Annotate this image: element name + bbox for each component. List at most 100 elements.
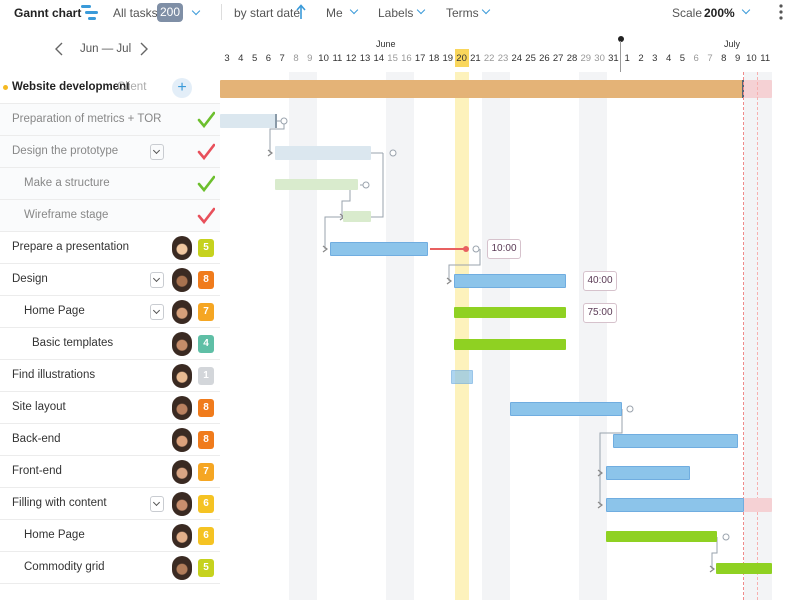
check-done-icon[interactable]: [197, 175, 215, 193]
month-label-june: June: [376, 39, 396, 49]
task-row[interactable]: Home Page 6: [0, 520, 220, 552]
task-list: Website development Client + Preparation…: [0, 72, 220, 600]
day-label: 14: [373, 53, 385, 64]
task-row[interactable]: Basic templates 4: [0, 328, 220, 360]
task-overdue-bar: [744, 498, 772, 512]
day-label: 19: [442, 53, 454, 64]
chevron-down-icon: [152, 306, 161, 315]
check-done-icon[interactable]: [197, 111, 215, 129]
day-label: 5: [251, 53, 258, 64]
terms-dropdown-icon[interactable]: [481, 5, 491, 15]
avatar[interactable]: [172, 300, 192, 324]
avatar[interactable]: [172, 268, 192, 292]
sort-button[interactable]: by start date: [234, 6, 301, 20]
gantt-icon[interactable]: [80, 3, 100, 21]
task-bar[interactable]: [510, 402, 622, 416]
task-row[interactable]: Prepare a presentation 5: [0, 232, 220, 264]
avatar[interactable]: [172, 460, 192, 484]
avatar[interactable]: [172, 396, 192, 420]
task-label: Prepare a presentation: [12, 241, 129, 253]
task-bar[interactable]: [330, 242, 428, 256]
labels-filter[interactable]: Labels: [378, 6, 414, 20]
avatar[interactable]: [172, 524, 192, 548]
task-bar[interactable]: [275, 146, 371, 160]
expand-toggle[interactable]: [150, 272, 164, 288]
task-bar[interactable]: [454, 274, 566, 288]
day-label: 27: [552, 53, 564, 64]
expand-toggle[interactable]: [150, 496, 164, 512]
check-pending-icon[interactable]: [197, 143, 215, 161]
deadline-line-2: [757, 72, 758, 600]
task-bar[interactable]: [606, 531, 717, 542]
day-label: 15: [387, 53, 398, 64]
project-row[interactable]: Website development Client +: [0, 72, 220, 104]
task-bar[interactable]: [613, 434, 738, 448]
task-bar[interactable]: [343, 211, 371, 222]
task-bar[interactable]: [716, 563, 772, 574]
assignee-dropdown-icon[interactable]: [349, 5, 359, 15]
task-row[interactable]: Home Page 7: [0, 296, 220, 328]
task-row[interactable]: Design 8: [0, 264, 220, 296]
task-bar[interactable]: [454, 307, 566, 318]
expand-toggle[interactable]: [150, 144, 164, 160]
all-tasks-dropdown-icon[interactable]: [191, 6, 201, 16]
avatar[interactable]: [172, 492, 192, 516]
time-estimate-badge[interactable]: 10:00: [487, 239, 521, 259]
day-label: 25: [525, 53, 536, 64]
task-row[interactable]: Front-end 7: [0, 456, 220, 488]
day-label: 26: [539, 53, 550, 64]
task-bar[interactable]: [454, 339, 566, 350]
deadline-line: [743, 72, 744, 600]
add-task-icon[interactable]: +: [172, 78, 192, 98]
scale-dropdown-icon[interactable]: [741, 5, 751, 15]
prev-month-icon[interactable]: [54, 42, 64, 56]
day-label: 3: [224, 53, 230, 64]
task-count-badge: 1: [198, 367, 214, 385]
labels-dropdown-icon[interactable]: [416, 5, 426, 15]
task-row[interactable]: Commodity grid 5: [0, 552, 220, 584]
avatar[interactable]: [172, 364, 192, 388]
time-estimate-badge[interactable]: 75:00: [583, 303, 617, 323]
more-options-icon[interactable]: [778, 3, 784, 21]
day-label: 8: [293, 53, 299, 64]
time-estimate-badge[interactable]: 40:00: [583, 271, 617, 291]
avatar[interactable]: [172, 332, 192, 356]
expand-toggle[interactable]: [150, 304, 164, 320]
task-row[interactable]: Find illustrations 1: [0, 360, 220, 392]
date-range-label: Jun — Jul: [80, 43, 132, 55]
sort-up-arrow-icon[interactable]: [296, 4, 306, 20]
task-bar[interactable]: [606, 466, 690, 480]
today-column: [455, 72, 469, 600]
terms-filter[interactable]: Terms: [446, 6, 479, 20]
avatar[interactable]: [172, 556, 192, 580]
day-label: 28: [566, 53, 578, 64]
task-bar[interactable]: [275, 179, 358, 190]
avatar[interactable]: [172, 428, 192, 452]
chevron-down-icon: [152, 146, 161, 155]
weekend-column: [289, 72, 317, 600]
day-label: 7: [279, 53, 285, 64]
next-month-icon[interactable]: [139, 42, 149, 56]
project-bar[interactable]: [220, 80, 744, 98]
task-row[interactable]: Site layout 8: [0, 392, 220, 424]
task-row[interactable]: Wireframe stage: [0, 200, 220, 232]
assignee-filter[interactable]: Me: [326, 6, 343, 20]
all-tasks-filter[interactable]: All tasks: [113, 6, 158, 20]
avatar[interactable]: [172, 236, 192, 260]
task-bar[interactable]: [606, 498, 744, 512]
toolbar: Gannt chart All tasks 200 by start date …: [0, 0, 800, 28]
project-dot-icon: [3, 85, 8, 90]
task-row[interactable]: Make a structure: [0, 168, 220, 200]
task-bar[interactable]: [220, 114, 276, 128]
task-row[interactable]: Design the prototype: [0, 136, 220, 168]
check-pending-icon[interactable]: [197, 207, 215, 225]
day-label: 9: [734, 53, 741, 64]
task-label: Filling with content: [12, 497, 107, 509]
task-label: Preparation of metrics + TOR: [12, 113, 162, 125]
task-bar[interactable]: [451, 370, 473, 384]
task-row[interactable]: Back-end 8: [0, 424, 220, 456]
scale-value[interactable]: 200%: [704, 6, 735, 20]
task-row[interactable]: Filling with content 6: [0, 488, 220, 520]
task-row[interactable]: Preparation of metrics + TOR: [0, 104, 220, 136]
